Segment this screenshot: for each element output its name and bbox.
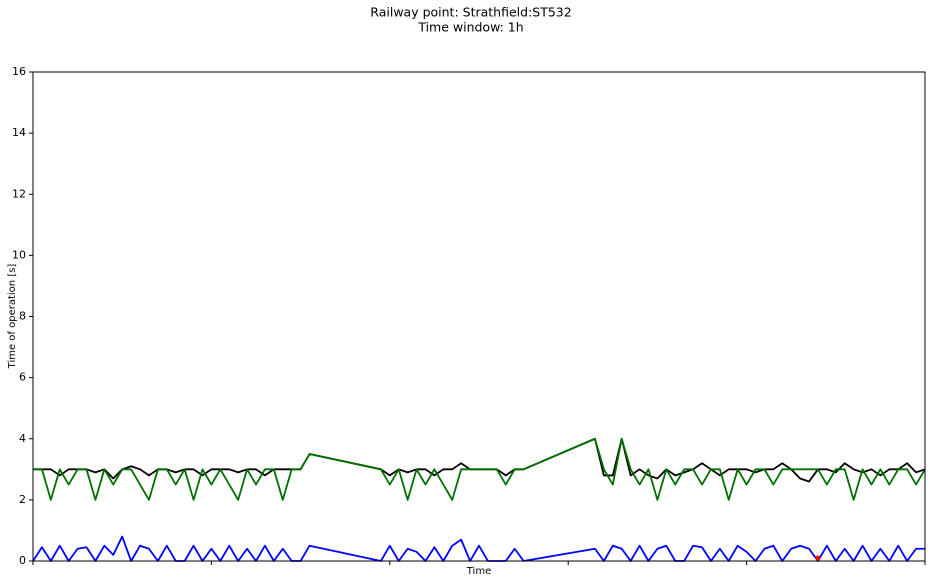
y-axis-label: Time of operation [s] xyxy=(7,264,18,370)
y-tick-label: 14 xyxy=(12,126,26,139)
y-tick-label: 16 xyxy=(12,65,26,78)
series-line xyxy=(33,437,926,483)
y-tick-label: 8 xyxy=(19,310,26,323)
y-tick-label: 10 xyxy=(12,248,26,261)
marker-point xyxy=(815,555,821,561)
y-tick-label: 2 xyxy=(19,493,26,506)
y-tick-label: 4 xyxy=(19,432,26,445)
chart-subtitle: Time window: 1h xyxy=(417,20,523,35)
series-line xyxy=(32,535,925,562)
y-tick-label: 12 xyxy=(12,187,26,200)
y-tick-label: 6 xyxy=(19,371,26,384)
series-line xyxy=(33,437,926,501)
chart-title: Railway point: Strathfield:ST532 xyxy=(370,5,571,20)
x-axis-label: Time xyxy=(466,566,491,577)
plot-frame xyxy=(32,71,926,562)
y-tick-label: 0 xyxy=(19,554,26,567)
